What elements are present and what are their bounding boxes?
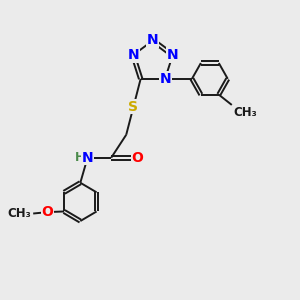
Text: CH₃: CH₃ — [7, 207, 31, 220]
Text: N: N — [82, 151, 93, 165]
Text: S: S — [128, 100, 138, 114]
Text: N: N — [159, 72, 171, 86]
Text: O: O — [42, 205, 54, 219]
Text: N: N — [147, 34, 159, 47]
Text: CH₃: CH₃ — [233, 106, 257, 118]
Text: H: H — [74, 151, 84, 164]
Text: N: N — [167, 48, 178, 62]
Text: O: O — [131, 151, 143, 165]
Text: N: N — [127, 48, 139, 62]
